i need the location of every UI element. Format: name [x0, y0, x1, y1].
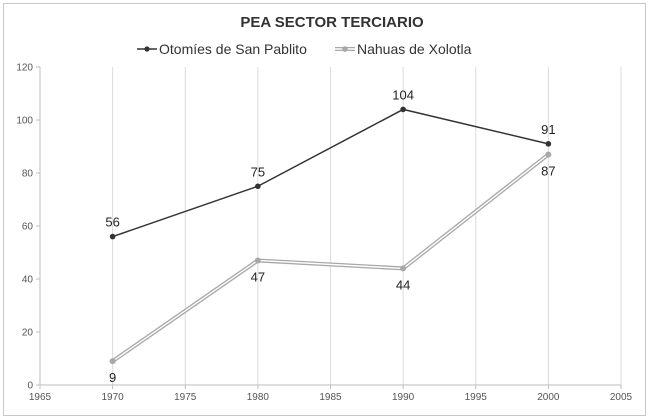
- y-tick-label-20: 20: [22, 328, 34, 339]
- data-label-otomies-1990: 104: [392, 87, 414, 102]
- data-point-nahuas-1980: [254, 257, 261, 264]
- data-point-otomies-1970: [109, 233, 116, 240]
- data-label-otomies-1970: 56: [105, 215, 119, 230]
- legend-marker-otomies: [144, 46, 150, 52]
- data-point-otomies-1980: [255, 183, 261, 190]
- data-label-nahuas-1990: 44: [396, 277, 410, 292]
- axes: 0 20 40 60 80 100 120 1965 1970 1975 1980 1985 1990 1…: [16, 63, 632, 404]
- data-point-nahuas-2000: [545, 151, 552, 158]
- x-tick-label-1990: 1990: [392, 392, 415, 403]
- x-tick-label-2000: 2000: [537, 392, 560, 403]
- legend: Otomíes de San Pablito Nahuas de Xolotla: [137, 41, 472, 57]
- data-point-otomies-2000: [545, 141, 552, 147]
- data-point-nahuas-1970: [109, 358, 116, 365]
- data-label-nahuas-1970: 9: [109, 370, 116, 385]
- y-tick-label-0: 0: [27, 381, 33, 392]
- gridlines: [112, 67, 622, 385]
- data-labels: 56 75 104 91 9 47 44 87: [105, 87, 555, 385]
- legend-label-nahuas: Nahuas de Xolotla: [357, 41, 472, 57]
- x-tick-label-1985: 1985: [319, 392, 342, 403]
- y-tick-label-40: 40: [22, 275, 34, 286]
- chart-frame: [3, 3, 646, 416]
- y-tick-label-60: 60: [22, 222, 34, 233]
- data-label-otomies-2000: 91: [541, 122, 555, 137]
- x-tick-label-1965: 1965: [29, 392, 52, 403]
- data-label-nahuas-1980: 47: [251, 269, 265, 284]
- x-tick-label-2005: 2005: [610, 392, 633, 403]
- y-tick-label-120: 120: [16, 63, 33, 74]
- data-point-otomies-1990: [400, 106, 406, 113]
- data-label-nahuas-2000: 87: [541, 163, 555, 178]
- chart-title: PEA SECTOR TERCIARIO: [240, 14, 424, 31]
- data-point-nahuas-1990: [400, 265, 407, 272]
- x-tick-label-1995: 1995: [465, 392, 488, 403]
- y-tick-label-100: 100: [16, 116, 33, 127]
- series-line-nahuas-inner: [112, 153, 549, 362]
- x-tick-label-1970: 1970: [102, 392, 125, 403]
- series-layer: [109, 106, 552, 365]
- y-tick-label-80: 80: [22, 169, 34, 180]
- legend-item-nahuas: Nahuas de Xolotla: [335, 41, 472, 57]
- legend-item-otomies: Otomíes de San Pablito: [137, 41, 307, 57]
- series-line-otomies: [112, 108, 549, 238]
- legend-marker-nahuas: [342, 46, 348, 52]
- data-label-otomies-1980: 75: [251, 164, 265, 179]
- x-tick-label-1975: 1975: [174, 392, 197, 403]
- legend-label-otomies: Otomíes de San Pablito: [159, 41, 307, 57]
- x-tick-label-1980: 1980: [247, 392, 270, 403]
